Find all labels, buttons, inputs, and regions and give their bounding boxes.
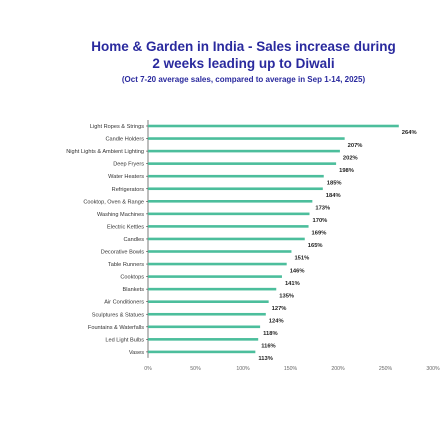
category-label: Cooktop, Oven & Range <box>83 199 144 205</box>
category-label: Candle Holders <box>105 137 144 143</box>
bar <box>148 212 310 216</box>
bar <box>148 237 305 241</box>
category-label: Table Runners <box>108 262 144 268</box>
category-label: Vases <box>129 350 144 356</box>
category-label: Decorative Bowls <box>101 250 144 256</box>
data-label: 169% <box>312 231 327 237</box>
bar <box>148 275 282 278</box>
data-label: 124% <box>269 318 284 324</box>
category-label: Led Light Bulbs <box>105 337 144 343</box>
data-label: 116% <box>261 344 276 350</box>
data-label: 165% <box>308 243 323 249</box>
data-label: 207% <box>348 143 363 149</box>
bar <box>148 187 323 191</box>
bar <box>148 338 259 341</box>
bar <box>148 312 266 316</box>
bar <box>148 262 287 266</box>
category-label: Night Lights & Ambient Lighting <box>66 149 144 155</box>
bar <box>148 162 337 165</box>
x-tick-label: 150% <box>284 366 298 372</box>
category-label: Fountains & Waterfalls <box>88 325 144 331</box>
category-label: Water Heaters <box>108 174 144 180</box>
category-label: Washing Machines <box>97 212 144 218</box>
category-label: Electric Kettles <box>107 224 144 230</box>
data-label: 202% <box>343 155 358 161</box>
bar <box>148 250 292 253</box>
chart-title-line-2: 2 weeks leading up to Diwali <box>152 56 335 71</box>
x-tick-label: 50% <box>190 366 201 372</box>
data-label: 198% <box>339 168 354 174</box>
data-label: 127% <box>272 306 287 312</box>
chart-title-line-1: Home & Garden in India - Sales increase … <box>91 39 396 54</box>
bar <box>148 325 261 329</box>
bar <box>148 287 277 291</box>
data-label: 185% <box>327 180 342 186</box>
category-label: Cooktops <box>120 275 144 281</box>
data-label: 184% <box>326 193 341 199</box>
bar <box>148 350 256 354</box>
data-label: 141% <box>285 281 300 287</box>
data-label: 151% <box>294 256 309 262</box>
category-label: Deep Fryers <box>113 162 144 168</box>
bar <box>148 225 309 228</box>
category-label: Air Conditioners <box>104 300 144 306</box>
data-label: 170% <box>313 218 328 224</box>
x-tick-label: 300% <box>426 366 440 372</box>
data-label: 135% <box>279 293 294 299</box>
data-label: 146% <box>290 268 305 274</box>
bar <box>148 149 340 153</box>
x-tick-label: 100% <box>236 366 250 372</box>
x-tick-label: 0% <box>144 366 152 372</box>
category-label: Candles <box>123 237 144 243</box>
x-tick-label: 200% <box>331 366 345 372</box>
x-tick-label: 250% <box>379 366 393 372</box>
bar <box>148 124 399 128</box>
category-label: Light Ropes & Strings <box>90 124 144 130</box>
chart-subtitle: (Oct 7-20 average sales, compared to ave… <box>121 75 366 84</box>
data-label: 264% <box>402 130 417 136</box>
bar <box>148 300 269 303</box>
category-label: Blankets <box>123 287 145 293</box>
data-label: 113% <box>258 356 273 362</box>
data-label: 118% <box>263 331 278 337</box>
bar <box>148 200 313 203</box>
category-label: Sculptures & Statues <box>92 312 144 318</box>
bar <box>148 174 324 178</box>
category-label: Refrigerators <box>112 187 145 193</box>
bar <box>148 137 345 140</box>
data-label: 173% <box>315 206 330 212</box>
